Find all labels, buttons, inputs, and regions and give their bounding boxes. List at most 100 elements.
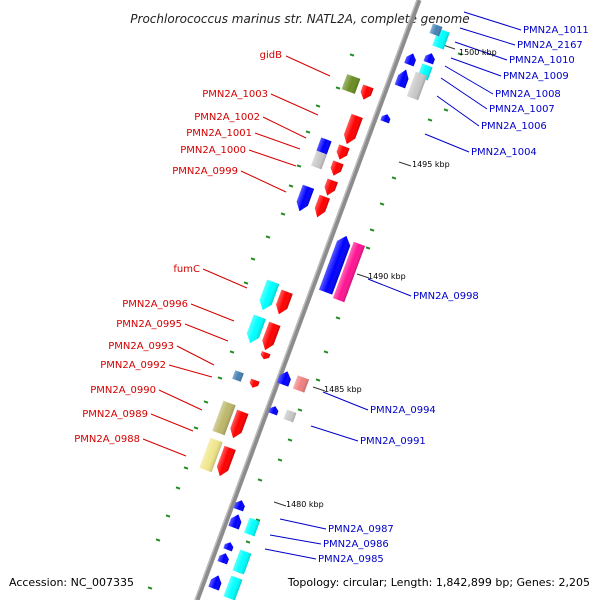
gc-skew-dash (243, 281, 249, 285)
kbp-label-1480: 1480 kbp (286, 500, 324, 509)
leader-0990 (158, 389, 203, 411)
gene-1011 (429, 23, 443, 37)
gc-skew-dash (175, 486, 181, 490)
accession-text: Accession: NC_007335 (9, 576, 134, 589)
gene-0994 (276, 371, 291, 387)
leader-0998 (367, 278, 412, 297)
kbp-tick (398, 161, 412, 167)
gene-1004 (380, 114, 391, 124)
gene-0986 (223, 542, 234, 552)
gene-1002 (336, 144, 350, 160)
gene-0987 (228, 514, 242, 530)
gene-0992 (232, 370, 244, 382)
gene-1008 (404, 53, 416, 67)
gene-1007 (394, 69, 409, 89)
gene-label-PMN2A_2167: PMN2A_2167 (517, 40, 583, 51)
gene-0991 (283, 409, 297, 423)
gene-label-PMN2A_0986: PMN2A_0986 (323, 539, 389, 550)
leader-0991 (310, 425, 359, 442)
leader-0993 (176, 345, 215, 366)
gc-skew-dash (280, 212, 286, 216)
leader-1008 (444, 65, 494, 95)
gene-red-d (275, 289, 293, 315)
gene-label-PMN2A_0996: PMN2A_0996 (122, 299, 188, 310)
leader-0995 (184, 323, 229, 342)
gc-skew-dash (427, 118, 433, 122)
gc-skew-dash (323, 350, 329, 354)
gene-1001 (330, 160, 344, 176)
gene-label-PMN2A_0998: PMN2A_0998 (413, 291, 479, 302)
gene-label-PMN2A_1003: PMN2A_1003 (202, 89, 268, 100)
leader-1003 (270, 93, 319, 116)
gene-0990 (212, 400, 236, 436)
gene-0988 (199, 437, 223, 473)
gene-label-PMN2A_0999: PMN2A_0999 (172, 166, 238, 177)
leader-0987 (279, 518, 327, 530)
gene-cyan-r2 (232, 549, 252, 575)
gene-label-PMN2A_0992: PMN2A_0992 (100, 360, 166, 371)
leader-0992 (168, 364, 213, 378)
gene-label-PMN2A_0995: PMN2A_0995 (116, 319, 182, 330)
gene-blue-r3 (208, 575, 222, 591)
gene-blue-a (316, 137, 332, 155)
summary-text: Topology: circular; Length: 1,842,899 bp… (287, 576, 590, 589)
leader-0985 (264, 548, 317, 560)
leader-gidB (285, 55, 331, 77)
label-leaders (142, 11, 522, 560)
kbp-tick (273, 501, 287, 507)
kbp-label-1495: 1495 kbp (412, 160, 450, 169)
gene-0995 (262, 321, 281, 351)
gc-skew-dash (250, 257, 256, 261)
leader-1004 (424, 133, 470, 153)
gene-label-PMN2A_1002: PMN2A_1002 (194, 112, 260, 123)
gene-0998-blue (319, 235, 351, 295)
gene-label-PMN2A_0987: PMN2A_0987 (328, 524, 394, 535)
gc-skew-dash (147, 586, 153, 590)
leader-1009 (450, 57, 502, 77)
gene-0989 (230, 409, 249, 439)
gc-skew-dash (296, 164, 302, 168)
leader-1011 (463, 11, 522, 31)
leader-fumC (202, 268, 248, 289)
gene-label-PMN2A_1009: PMN2A_1009 (503, 71, 569, 82)
gene-label-PMN2A_1004: PMN2A_1004 (471, 147, 537, 158)
leader-0996 (190, 303, 235, 322)
gc-skew-dash (305, 130, 311, 134)
gene-label-fumC: fumC (173, 264, 200, 275)
reverse-gene-labels: PMN2A_1011 PMN2A_2167 PMN2A_1010 PMN2A_1… (318, 25, 589, 565)
gene-label-PMN2A_1008: PMN2A_1008 (495, 89, 561, 100)
gc-skew-dash (183, 466, 189, 470)
leader-0999 (240, 170, 287, 193)
gene-fumC (259, 279, 280, 311)
gene-0996 (246, 314, 266, 344)
leader-1010 (454, 41, 508, 61)
gene-label-PMN2A_1001: PMN2A_1001 (186, 128, 252, 139)
gene-cyan-r3 (223, 575, 243, 600)
gene-blue-r1 (268, 406, 279, 416)
backbone-line (194, 0, 422, 600)
backbone-highlight (194, 0, 418, 600)
leader-1002 (262, 116, 307, 139)
gene-label-PMN2A_0991: PMN2A_0991 (360, 436, 426, 447)
gene-label-PMN2A_0985: PMN2A_0985 (318, 554, 384, 565)
kbp-labels: 1500 kbp 1495 kbp 1490 kbp 1485 kbp 1480… (286, 48, 497, 509)
gene-label-gidB: gidB (260, 50, 282, 61)
leader-1006 (436, 95, 480, 127)
gc-skew-dash (315, 104, 321, 108)
gene-0999 (314, 194, 330, 218)
leader-0994 (322, 391, 369, 411)
gene-label-PMN2A_0994: PMN2A_0994 (370, 405, 436, 416)
gc-skew-dash (288, 184, 294, 188)
gc-skew-dash (297, 408, 303, 412)
gene-label-PMN2A_0990: PMN2A_0990 (90, 385, 156, 396)
gene-label-PMN2A_1011: PMN2A_1011 (523, 25, 589, 36)
gc-skew-dash (315, 378, 321, 382)
leader-2167 (459, 27, 516, 46)
gc-skew-dash (457, 52, 463, 56)
kbp-label-1485: 1485 kbp (324, 385, 362, 394)
gc-skew-dash (391, 176, 397, 180)
gene-label-PMN2A_0989: PMN2A_0989 (82, 409, 148, 420)
leader-1000 (248, 149, 297, 167)
gc-skew-dash (193, 426, 199, 430)
